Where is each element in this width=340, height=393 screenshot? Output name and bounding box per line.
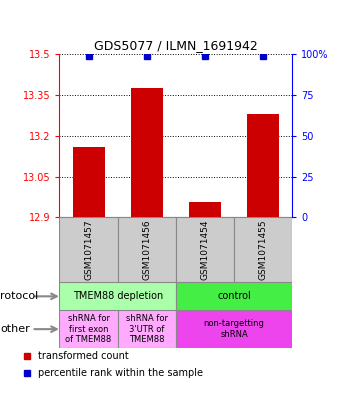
Bar [247, 114, 279, 217]
Bar [176, 310, 292, 348]
Bar [176, 282, 292, 310]
Bar [59, 310, 118, 348]
Text: non-targetting
shRNA: non-targetting shRNA [204, 320, 265, 339]
Bar [176, 217, 234, 282]
Text: GSM1071456: GSM1071456 [142, 219, 151, 280]
Bar [118, 217, 176, 282]
Text: GSM1071454: GSM1071454 [201, 220, 209, 280]
Text: GSM1071457: GSM1071457 [84, 219, 93, 280]
Bar [73, 147, 105, 217]
Text: shRNA for
first exon
of TMEM88: shRNA for first exon of TMEM88 [66, 314, 112, 344]
Text: GSM1071455: GSM1071455 [259, 219, 268, 280]
Bar [234, 217, 292, 282]
Text: percentile rank within the sample: percentile rank within the sample [38, 368, 203, 378]
Text: TMEM88 depletion: TMEM88 depletion [73, 291, 163, 301]
Bar [189, 202, 221, 217]
Bar [118, 310, 176, 348]
Text: protocol: protocol [0, 291, 38, 301]
Title: GDS5077 / ILMN_1691942: GDS5077 / ILMN_1691942 [94, 39, 258, 51]
Bar [59, 282, 176, 310]
Text: transformed count: transformed count [38, 351, 129, 361]
Text: shRNA for
3'UTR of
TMEM88: shRNA for 3'UTR of TMEM88 [126, 314, 168, 344]
Bar [131, 88, 163, 217]
Bar [59, 217, 118, 282]
Text: control: control [217, 291, 251, 301]
Text: other: other [0, 324, 30, 334]
